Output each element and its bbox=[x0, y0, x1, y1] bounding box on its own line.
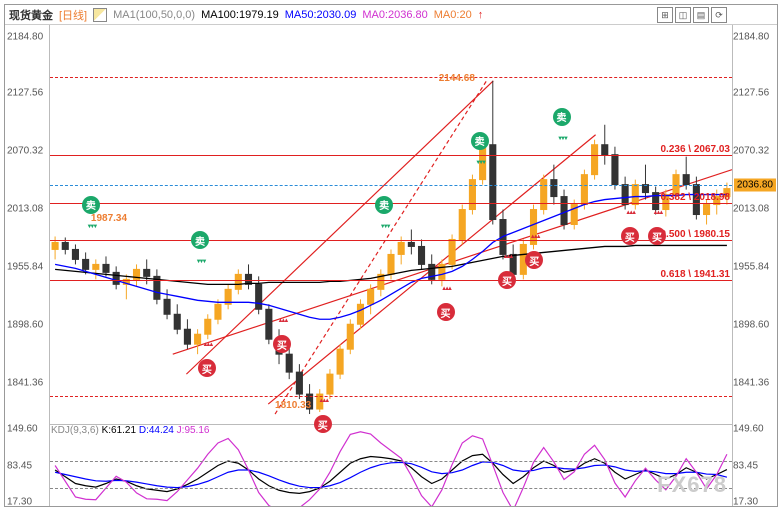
y-tick: 1898.60 bbox=[733, 320, 769, 331]
y-tick: 1955.84 bbox=[733, 262, 769, 273]
fib-label: 0.236 \ 2067.03 bbox=[660, 144, 730, 155]
kdj-y-tick: 17.30 bbox=[733, 496, 758, 507]
header-toolbar: ⊞ ◫ ▤ ⟳ bbox=[657, 7, 727, 23]
price-plot-area[interactable]: 0.236 \ 2067.03 0.382 \ 2018.98 0.500 \ 19… bbox=[49, 25, 733, 425]
y-axis-left: 2184.80 2127.56 2070.32 2013.08 1955.84 1898.… bbox=[5, 25, 49, 425]
current-price-tag: 2036.80 bbox=[734, 178, 776, 191]
dash-red-line bbox=[50, 396, 732, 397]
fib-line bbox=[50, 155, 732, 156]
ma50-label: MA50:2030.09 bbox=[285, 9, 357, 21]
kdj-y-axis-left: 149.60 83.45 17.30 bbox=[5, 425, 49, 506]
fib-label: 0.382 \ 2018.98 bbox=[660, 192, 730, 203]
y-tick: 2070.32 bbox=[7, 146, 43, 157]
fib-line bbox=[50, 280, 732, 281]
kdj-y-tick: 149.60 bbox=[733, 424, 764, 435]
ma-params-label: MA1(100,50,0,0) bbox=[113, 9, 195, 21]
kdj-plot-area[interactable] bbox=[49, 425, 733, 506]
ma0-label-b: MA0:20 bbox=[434, 9, 472, 21]
y-tick: 1955.84 bbox=[7, 262, 43, 273]
buy-marker: 买 bbox=[273, 335, 291, 353]
current-price-line bbox=[50, 185, 732, 186]
y-tick: 2013.08 bbox=[733, 204, 769, 215]
y-tick: 2127.56 bbox=[7, 88, 43, 99]
y-tick: 1898.60 bbox=[7, 320, 43, 331]
y-tick: 2184.80 bbox=[7, 32, 43, 43]
watermark: FX678 bbox=[657, 472, 727, 498]
chart-container: 现货黄金 [日线] MA1(100,50,0,0) MA100:1979.19 … bbox=[4, 4, 778, 507]
main-price-chart[interactable]: 2184.80 2127.56 2070.32 2013.08 1955.84 1898.… bbox=[5, 25, 777, 425]
buy-marker: 买 bbox=[437, 303, 455, 321]
buy-marker: 买 bbox=[621, 227, 639, 245]
y-tick: 2127.56 bbox=[733, 88, 769, 99]
sell-marker: 卖 bbox=[553, 108, 571, 126]
y-tick: 1841.36 bbox=[733, 378, 769, 389]
dash-red-line bbox=[50, 77, 732, 78]
kdj-y-tick: 149.60 bbox=[7, 424, 38, 435]
y-tick: 2013.08 bbox=[7, 204, 43, 215]
tool-icon-1[interactable]: ⊞ bbox=[657, 7, 673, 23]
price-annotation: 1987.34 bbox=[91, 213, 127, 224]
y-axis-right: 2184.80 2127.56 2070.32 2013.08 1955.84 1898.… bbox=[733, 25, 777, 425]
tool-icon-3[interactable]: ▤ bbox=[693, 7, 709, 23]
sell-marker: 卖 bbox=[191, 231, 209, 249]
sell-marker: 卖 bbox=[82, 196, 100, 214]
tool-icon-4[interactable]: ⟳ bbox=[711, 7, 727, 23]
kdj-y-tick: 83.45 bbox=[7, 460, 32, 471]
kdj-y-axis-right: 149.60 83.45 17.30 bbox=[733, 425, 777, 506]
kdj-svg-overlay bbox=[50, 425, 732, 506]
buy-marker: 买 bbox=[198, 359, 216, 377]
timeframe-label: [日线] bbox=[59, 7, 87, 23]
buy-marker: 买 bbox=[525, 251, 543, 269]
sell-marker: 卖 bbox=[375, 196, 393, 214]
price-annotation: 2144.68 bbox=[439, 73, 475, 84]
buy-marker: 买 bbox=[498, 271, 516, 289]
fib-label: 0.618 \ 1941.31 bbox=[660, 269, 730, 280]
kdj-ref-line bbox=[50, 461, 732, 462]
y-tick: 1841.36 bbox=[7, 378, 43, 389]
ma-settings-icon[interactable] bbox=[93, 8, 107, 22]
ma100-label: MA100:1979.19 bbox=[201, 9, 279, 21]
y-tick: 2070.32 bbox=[733, 146, 769, 157]
ma0-label-a: MA0:2036.80 bbox=[362, 9, 427, 21]
kdj-y-tick: 17.30 bbox=[7, 496, 32, 507]
kdj-ref-line bbox=[50, 488, 732, 489]
sell-marker: 卖 bbox=[471, 132, 489, 150]
kdj-y-tick: 83.45 bbox=[733, 460, 758, 471]
price-annotation: 1810.33 bbox=[275, 400, 311, 411]
fib-label: 0.500 \ 1980.15 bbox=[660, 229, 730, 240]
chart-header: 现货黄金 [日线] MA1(100,50,0,0) MA100:1979.19 … bbox=[5, 5, 777, 25]
buy-marker: 买 bbox=[648, 227, 666, 245]
tool-icon-2[interactable]: ◫ bbox=[675, 7, 691, 23]
instrument-title: 现货黄金 bbox=[9, 7, 53, 23]
up-arrow-icon: ↑ bbox=[478, 9, 484, 21]
y-tick: 2184.80 bbox=[733, 32, 769, 43]
